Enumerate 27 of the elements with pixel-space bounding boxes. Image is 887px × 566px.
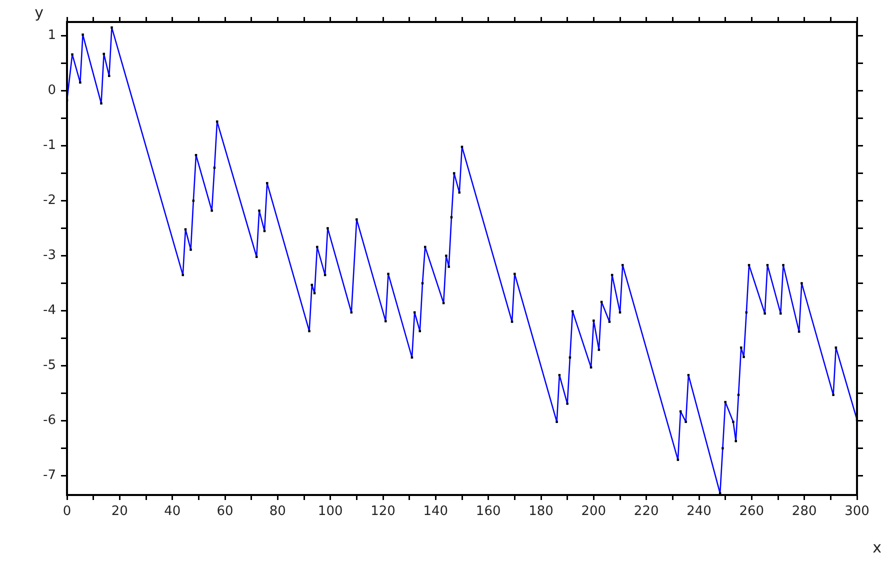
y-tick-label: 1: [48, 28, 56, 44]
x-tick-label: 300: [844, 504, 870, 520]
y-tick-label: -3: [43, 248, 56, 264]
y-tick-label: -4: [43, 303, 56, 318]
x-tick-label: 160: [476, 504, 501, 520]
x-tick-label: 220: [634, 504, 659, 520]
x-tick-label: 280: [792, 504, 817, 520]
x-tick-label: 40: [164, 504, 181, 520]
y-tick-label: -5: [43, 358, 56, 374]
x-tick-label: 100: [318, 504, 343, 520]
x-tick-label: 120: [370, 504, 396, 520]
x-axis-title: x: [872, 538, 882, 556]
y-tick-label: 0: [48, 83, 56, 98]
y-tick-label: -2: [43, 193, 56, 208]
x-tick-label: 260: [739, 504, 764, 520]
y-tick-label: -6: [43, 413, 56, 428]
y-axis-title: y: [34, 3, 44, 22]
x-tick-label: 140: [423, 504, 448, 520]
x-tick-label: 80: [269, 504, 286, 520]
x-tick-label: 180: [528, 504, 554, 520]
x-tick-label: 0: [62, 504, 72, 520]
x-tick-label: 20: [111, 504, 128, 520]
x-tick-label: 60: [216, 504, 234, 520]
x-tick-label: 200: [581, 504, 606, 520]
y-tick-label: -1: [43, 138, 56, 154]
x-tick-label: 240: [686, 504, 712, 520]
y-tick-label: -7: [43, 468, 56, 484]
